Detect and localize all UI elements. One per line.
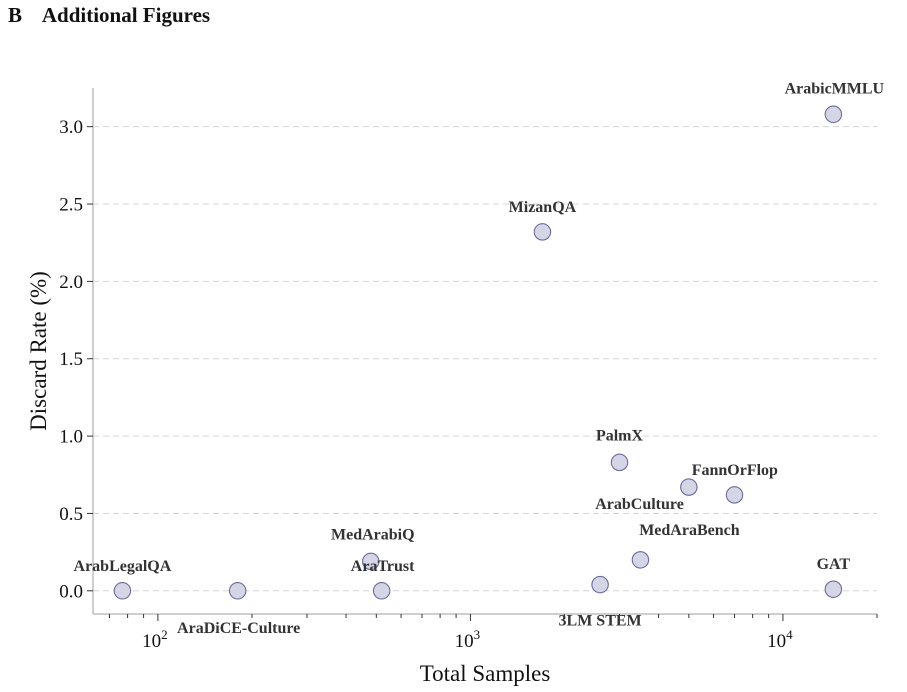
point-aratrust — [372, 582, 391, 600]
y-tick-label: 0.0 — [59, 581, 83, 602]
y-tick-label: 2.5 — [59, 195, 83, 216]
x-tick-label: 104 — [767, 627, 793, 652]
point-label-medarabench: MedAraBench — [639, 522, 740, 539]
x-tick-label: 102 — [142, 627, 168, 652]
grid — [93, 126, 877, 592]
y-axis-label: Discard Rate (%) — [26, 271, 51, 431]
point-arabicmmlu — [824, 105, 843, 124]
point-label-fannorflop: FannOrFlop — [692, 462, 778, 479]
point-medarabench — [631, 551, 650, 569]
x-axis-ticks: 102 103 104 — [108, 614, 878, 652]
y-tick-label: 2.0 — [59, 272, 83, 293]
point-label-aratrust: AraTrust — [351, 558, 415, 575]
point-label-arabicmmlu: ArabicMMLU — [785, 80, 885, 97]
y-tick-label: 0.5 — [59, 504, 83, 525]
x-tick-label: 103 — [455, 627, 481, 652]
axes-spines — [92, 88, 877, 615]
y-tick-label: 1.0 — [59, 427, 83, 448]
data-points — [113, 105, 843, 600]
y-axis-ticks: 0.0 0.5 1.0 1.5 2.0 2.5 3.0 — [59, 117, 93, 602]
section-letter: B — [8, 3, 23, 27]
point-label-gat: GAT — [817, 556, 851, 573]
point-mizanqa — [533, 223, 552, 241]
point-arabculture — [725, 486, 744, 504]
point-gat — [824, 580, 843, 598]
point-label-medarabiq: MedArabiQ — [331, 526, 415, 543]
point-fannorflop — [680, 478, 698, 496]
point-label-mizanqa: MizanQA — [509, 199, 577, 216]
point-aradice-culture — [228, 582, 247, 600]
section-heading: B Additional Figures — [8, 3, 210, 28]
point-label-3lm-stem: 3LM STEM — [559, 613, 642, 630]
x-axis-label: Total Samples — [420, 661, 551, 686]
y-tick-label: 3.0 — [59, 117, 83, 138]
y-tick-label: 1.5 — [59, 349, 83, 370]
point-3lm-stem — [591, 575, 609, 594]
point-label-arabculture: ArabCulture — [595, 496, 684, 513]
point-label-palmx: PalmX — [596, 427, 644, 444]
point-palmx — [610, 453, 629, 472]
point-label-aradice-culture: AraDiCE-Culture — [177, 620, 300, 637]
point-label-arablegalqa: ArabLegalQA — [74, 558, 172, 575]
section-title: Additional Figures — [41, 3, 211, 27]
point-labels: ArabLegalQA AraDiCE-Culture MedArabiQ AraTr… — [74, 80, 885, 636]
point-arablegalqa — [113, 582, 132, 600]
point-medarabiq — [362, 552, 380, 571]
